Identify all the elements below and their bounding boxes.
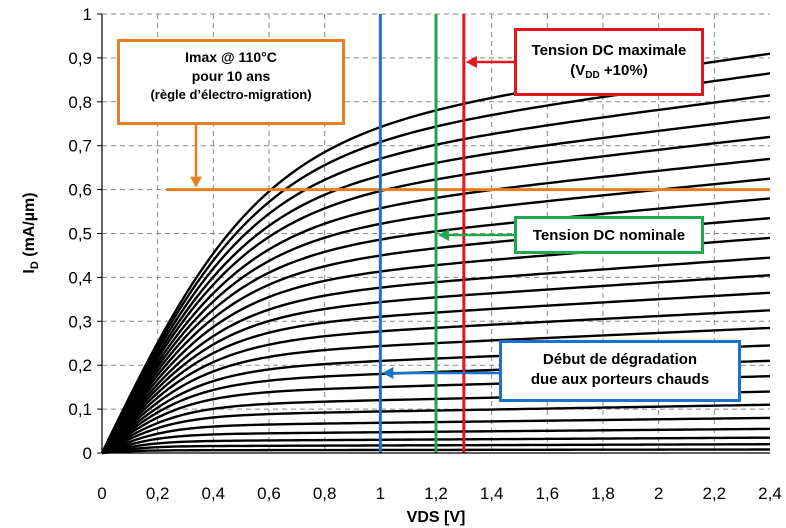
annotation-max-dc-line1: Tension DC maximale — [531, 42, 687, 59]
y-tick-label: 0 — [83, 444, 92, 463]
y-tick-label: 0,8 — [68, 93, 92, 112]
x-tick-label: 2,4 — [758, 484, 782, 503]
x-tick-label: 1,8 — [591, 484, 615, 503]
y-tick-label: 0,5 — [68, 225, 92, 244]
x-tick-label: 1,6 — [536, 484, 560, 503]
x-tick-label: 1,4 — [480, 484, 504, 503]
x-tick-labels: 0 0,2 0,4 0,6 0,8 1 1,2 1,4 1,6 1,8 2 2,2 2,4 — [97, 484, 782, 503]
y-tick-label: 0,2 — [68, 356, 92, 375]
y-tick-label: 0,4 — [68, 268, 92, 287]
annotation-imax-line1: Imax @ 110°C — [185, 49, 277, 65]
reference-lines — [166, 14, 770, 453]
annotation-hot-carrier-line1: Début de dégradation — [542, 351, 698, 368]
x-tick-label: 2 — [654, 484, 663, 503]
annotation-max-dc-voltage: Tension DC maximale (VDD +10%) — [514, 28, 704, 96]
y-tick-labels: 0 0,1 0,2 0,3 0,4 0,5 0,6 0,7 0,8 0,9 1 — [68, 5, 92, 463]
annotation-arrows — [190, 56, 514, 379]
axes — [97, 13, 770, 454]
annotation-hot-carrier: Début de dégradation due aux porteurs ch… — [499, 340, 741, 402]
arrow-max-dc — [465, 56, 514, 68]
annotation-imax: Imax @ 110°C pour 10 ans (règle d’électr… — [117, 39, 345, 125]
arrow-hot-carrier — [382, 367, 499, 379]
annotation-imax-line2: pour 10 ans — [191, 67, 271, 84]
y-tick-label: 0,6 — [68, 181, 92, 200]
arrow-imax — [190, 125, 202, 188]
y-tick-label: 0,7 — [68, 137, 92, 156]
x-tick-label: 1,2 — [424, 484, 448, 503]
x-tick-label: 0 — [97, 484, 106, 503]
annotation-max-dc-line2: (VDD +10%) — [570, 62, 648, 82]
annotation-nominal-dc-line1: Tension DC nominale — [532, 227, 686, 244]
annotation-hot-carrier-line2: due aux porteurs chauds — [530, 371, 710, 389]
x-tick-label: 0,6 — [257, 484, 281, 503]
y-tick-label: 1 — [83, 5, 92, 24]
x-tick-label: 0,8 — [313, 484, 337, 503]
y-axis-label: ID (mA/µm) — [21, 192, 41, 273]
y-tick-label: 0,3 — [68, 312, 92, 331]
x-tick-label: 0,4 — [202, 484, 226, 503]
arrow-nominal-dc — [438, 229, 514, 241]
x-axis-label: VDS [V] — [407, 509, 466, 526]
annotation-nominal-dc-voltage: Tension DC nominale — [514, 216, 704, 254]
x-tick-label: 2,2 — [703, 484, 727, 503]
annotation-imax-line3: (règle d’électro-migration) — [150, 86, 312, 102]
y-tick-label: 0,1 — [68, 400, 92, 419]
x-tick-label: 0,2 — [146, 484, 170, 503]
x-tick-label: 1 — [376, 484, 385, 503]
y-tick-label: 0,9 — [68, 49, 92, 68]
